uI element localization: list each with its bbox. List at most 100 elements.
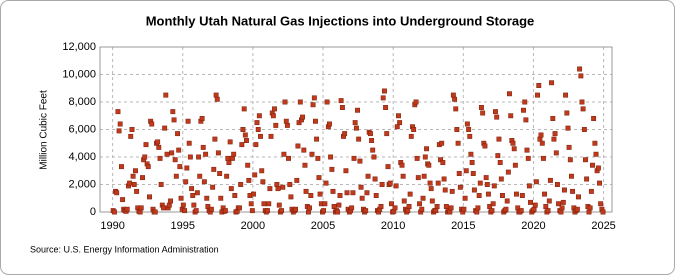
- point: [337, 193, 343, 198]
- point: [203, 151, 209, 157]
- point: [171, 117, 177, 123]
- point: [355, 107, 360, 113]
- point: [461, 206, 467, 212]
- point: [138, 205, 144, 211]
- point: [476, 193, 482, 198]
- point: [328, 154, 334, 160]
- point: [394, 124, 400, 130]
- point: [558, 209, 564, 215]
- point: [413, 99, 419, 105]
- point: [196, 154, 202, 160]
- y-tick-label: 12,000: [62, 41, 96, 53]
- point: [224, 173, 230, 179]
- point: [120, 197, 126, 203]
- point: [495, 153, 501, 159]
- point: [356, 136, 362, 142]
- point: [531, 206, 537, 212]
- point: [393, 183, 399, 189]
- point: [545, 208, 551, 214]
- point: [440, 160, 446, 165]
- point: [232, 193, 238, 198]
- point: [308, 193, 314, 198]
- point: [528, 199, 533, 205]
- point: [116, 128, 122, 134]
- point: [287, 182, 293, 187]
- point: [411, 127, 417, 132]
- point: [508, 113, 514, 119]
- x-tick-label: 2020: [521, 220, 545, 232]
- point: [352, 120, 358, 126]
- point: [156, 144, 162, 150]
- point: [565, 125, 571, 131]
- point: [408, 133, 414, 139]
- point: [145, 164, 151, 170]
- point: [131, 182, 137, 187]
- point: [309, 151, 315, 157]
- point: [260, 179, 266, 185]
- point: [421, 173, 427, 179]
- point: [595, 165, 601, 171]
- point: [266, 201, 272, 207]
- point: [162, 125, 168, 131]
- point: [373, 193, 379, 198]
- point: [462, 195, 468, 201]
- point: [471, 187, 477, 193]
- point: [335, 209, 341, 215]
- point: [560, 199, 566, 205]
- point: [590, 162, 595, 168]
- point: [414, 155, 420, 161]
- y-tick-label: 6,000: [68, 123, 96, 135]
- point: [580, 106, 586, 112]
- point: [245, 162, 251, 168]
- point: [130, 173, 136, 179]
- point: [494, 114, 500, 120]
- point: [396, 113, 401, 119]
- point: [577, 66, 583, 72]
- point: [448, 205, 454, 211]
- point: [498, 176, 504, 182]
- point: [466, 127, 472, 132]
- point: [574, 206, 580, 212]
- point: [185, 118, 191, 124]
- point: [240, 127, 246, 132]
- point: [578, 73, 584, 79]
- point: [282, 99, 288, 105]
- point: [321, 208, 327, 214]
- point: [537, 136, 543, 142]
- point: [339, 105, 345, 110]
- point: [467, 133, 473, 139]
- point: [241, 106, 247, 112]
- point: [248, 201, 254, 207]
- point: [439, 140, 445, 146]
- point: [201, 179, 207, 185]
- point: [380, 95, 386, 101]
- point: [228, 186, 234, 192]
- point: [238, 182, 244, 187]
- point: [468, 151, 474, 157]
- point: [591, 116, 597, 121]
- point: [222, 208, 228, 214]
- point: [387, 180, 393, 186]
- point: [157, 155, 163, 161]
- point: [227, 139, 233, 145]
- point: [525, 155, 531, 161]
- point: [214, 96, 220, 102]
- point: [265, 208, 270, 214]
- point: [329, 166, 335, 172]
- point: [456, 171, 462, 176]
- point: [497, 160, 503, 165]
- point: [519, 193, 525, 198]
- point: [158, 182, 164, 187]
- point: [450, 92, 456, 98]
- point: [365, 173, 371, 179]
- point: [564, 110, 570, 116]
- point: [581, 127, 587, 132]
- point: [559, 205, 565, 211]
- point: [115, 109, 121, 115]
- point: [478, 105, 484, 110]
- point: [490, 201, 496, 207]
- point: [301, 147, 307, 153]
- point: [587, 205, 593, 211]
- point: [180, 202, 186, 208]
- point: [338, 98, 344, 104]
